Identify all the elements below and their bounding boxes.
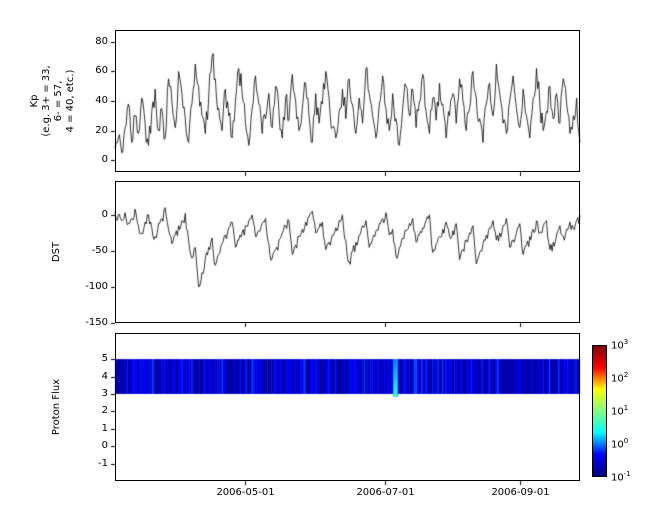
y-tick-label: -1 xyxy=(98,457,108,469)
y-tick-label: -150 xyxy=(85,316,108,328)
x-tick-label: 2006-09-01 xyxy=(491,487,550,498)
colorbar-tick-label: 100 xyxy=(611,437,629,451)
y-tick-label: 5 xyxy=(101,352,108,364)
y-tick-label: 60 xyxy=(95,64,108,76)
y-tick-label: 1 xyxy=(101,422,108,434)
dst-panel xyxy=(115,181,580,323)
y-tick-label: 0 xyxy=(101,439,108,451)
y-tick-label: 0 xyxy=(101,208,108,220)
colorbar-tick-label: 101 xyxy=(611,404,629,418)
y-tick-label: 80 xyxy=(95,35,108,47)
colorbar xyxy=(592,345,607,477)
colorbar-tick-label: 103 xyxy=(611,338,629,352)
x-tick-label: 2006-07-01 xyxy=(356,487,415,498)
y-tick-label: -50 xyxy=(91,244,108,256)
y-tick-label: 4 xyxy=(101,370,108,382)
kp-panel xyxy=(115,30,580,172)
proton-flux-panel xyxy=(115,333,580,481)
y-tick-label: 2 xyxy=(101,404,108,416)
y-tick-label: 40 xyxy=(95,94,108,106)
colorbar-tick-label: 102 xyxy=(611,371,629,385)
y-tick-label: 0 xyxy=(101,153,108,165)
colorbar-tick-label: 10-1 xyxy=(611,470,631,484)
x-tick-label: 2006-05-01 xyxy=(216,487,275,498)
y-tick-label: 3 xyxy=(101,387,108,399)
y-tick-label: -100 xyxy=(85,280,108,292)
y-tick-label: 20 xyxy=(95,124,108,136)
